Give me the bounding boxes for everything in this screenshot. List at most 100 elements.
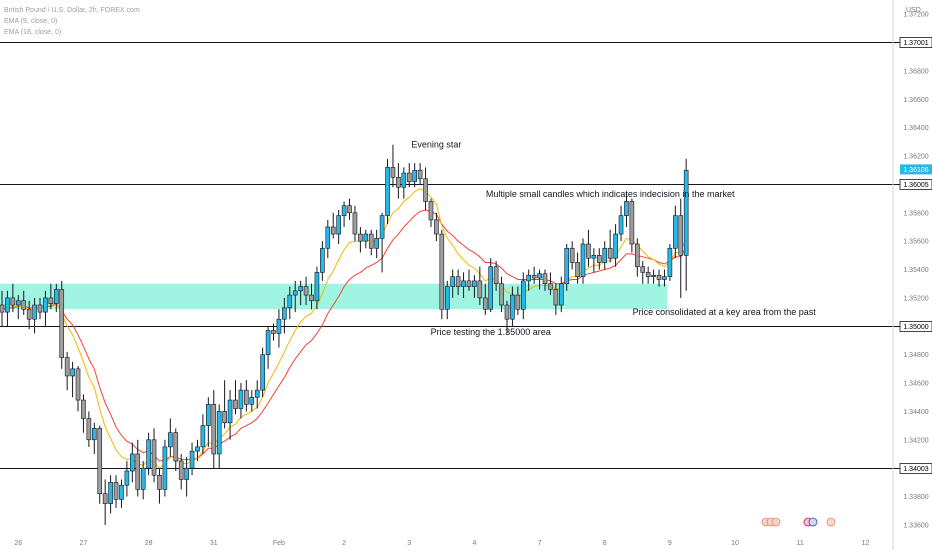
candle[interactable] bbox=[10, 283, 16, 313]
candle[interactable] bbox=[569, 241, 575, 270]
candle[interactable] bbox=[385, 158, 390, 225]
candle[interactable] bbox=[368, 229, 374, 256]
candle[interactable] bbox=[287, 286, 293, 320]
candle[interactable] bbox=[130, 442, 135, 483]
candle[interactable] bbox=[613, 224, 618, 267]
candle[interactable] bbox=[233, 380, 238, 415]
candle[interactable] bbox=[379, 212, 385, 273]
candle[interactable] bbox=[624, 191, 629, 227]
candle[interactable] bbox=[607, 229, 613, 263]
candle[interactable] bbox=[216, 404, 222, 469]
candle[interactable] bbox=[564, 244, 570, 291]
candle[interactable] bbox=[64, 351, 70, 391]
support-zone[interactable] bbox=[0, 283, 668, 310]
candle[interactable] bbox=[537, 269, 542, 290]
candle[interactable] bbox=[477, 266, 483, 306]
candle[interactable] bbox=[542, 269, 548, 291]
candle[interactable] bbox=[336, 209, 341, 245]
candle[interactable] bbox=[59, 280, 65, 369]
candle[interactable] bbox=[92, 422, 97, 454]
candle[interactable] bbox=[178, 453, 184, 490]
candle[interactable] bbox=[434, 212, 439, 242]
candle[interactable] bbox=[206, 397, 211, 447]
candle[interactable] bbox=[200, 414, 206, 454]
candle[interactable] bbox=[341, 201, 347, 227]
candle[interactable] bbox=[32, 297, 37, 334]
candle[interactable] bbox=[227, 390, 233, 440]
candle[interactable] bbox=[86, 411, 92, 447]
candle[interactable] bbox=[48, 283, 54, 310]
candle[interactable] bbox=[211, 390, 217, 469]
candle[interactable] bbox=[358, 226, 363, 253]
annotation-text[interactable]: Multiple small candles which indicates i… bbox=[486, 189, 735, 199]
candle[interactable] bbox=[472, 275, 477, 298]
candle[interactable] bbox=[602, 241, 608, 270]
candle[interactable] bbox=[499, 276, 504, 313]
candle[interactable] bbox=[352, 205, 358, 242]
candle[interactable] bbox=[15, 295, 21, 320]
candle[interactable] bbox=[678, 198, 684, 298]
candle[interactable] bbox=[515, 286, 521, 315]
candle[interactable] bbox=[662, 269, 667, 287]
candle[interactable] bbox=[396, 163, 401, 199]
candle[interactable] bbox=[265, 326, 271, 369]
candle[interactable] bbox=[629, 198, 635, 253]
candle[interactable] bbox=[591, 248, 597, 273]
candle[interactable] bbox=[444, 280, 450, 320]
candle[interactable] bbox=[298, 280, 303, 306]
candle[interactable] bbox=[651, 269, 656, 284]
candle[interactable] bbox=[635, 238, 640, 277]
ema-fast-label[interactable]: EMA (9, close, 0) bbox=[4, 18, 58, 25]
candle[interactable] bbox=[596, 248, 602, 270]
candle[interactable] bbox=[488, 258, 494, 313]
candle[interactable] bbox=[43, 290, 48, 327]
candle[interactable] bbox=[390, 144, 396, 188]
candle[interactable] bbox=[260, 347, 265, 398]
candle[interactable] bbox=[450, 269, 455, 298]
candle[interactable] bbox=[553, 283, 559, 315]
ema-slow-label[interactable]: EMA (18, close, 0) bbox=[4, 29, 62, 36]
candle[interactable] bbox=[189, 442, 195, 476]
ema-18-line[interactable] bbox=[1, 209, 687, 462]
candle[interactable] bbox=[347, 198, 352, 220]
candle[interactable] bbox=[417, 163, 423, 185]
candle[interactable] bbox=[428, 198, 434, 227]
candle[interactable] bbox=[531, 266, 537, 284]
event-markers[interactable] bbox=[761, 517, 836, 527]
candle[interactable] bbox=[282, 297, 287, 334]
candle[interactable] bbox=[119, 479, 124, 508]
annotation-text[interactable]: Price testing the 1.35000 area bbox=[431, 327, 551, 337]
candle[interactable] bbox=[97, 425, 103, 504]
candle[interactable] bbox=[586, 229, 591, 267]
candle[interactable] bbox=[0, 290, 5, 327]
candle[interactable] bbox=[238, 383, 244, 419]
candle[interactable] bbox=[168, 418, 173, 457]
candle[interactable] bbox=[195, 439, 200, 462]
candle[interactable] bbox=[184, 456, 189, 497]
candle[interactable] bbox=[455, 269, 461, 296]
candle[interactable] bbox=[493, 261, 499, 291]
candle[interactable] bbox=[222, 380, 227, 429]
candle[interactable] bbox=[102, 479, 108, 525]
candle[interactable] bbox=[292, 280, 298, 313]
candle[interactable] bbox=[108, 475, 113, 514]
candle[interactable] bbox=[330, 212, 336, 239]
candle[interactable] bbox=[157, 468, 162, 504]
candle[interactable] bbox=[309, 283, 314, 310]
candle[interactable] bbox=[645, 266, 651, 284]
candle[interactable] bbox=[75, 366, 81, 412]
candle[interactable] bbox=[276, 309, 282, 348]
candle[interactable] bbox=[53, 283, 59, 313]
candle[interactable] bbox=[249, 390, 255, 412]
candle[interactable] bbox=[510, 286, 515, 327]
candle[interactable] bbox=[575, 252, 580, 284]
candle[interactable] bbox=[21, 290, 27, 315]
ema-9-line[interactable] bbox=[1, 188, 687, 469]
candle[interactable] bbox=[466, 269, 472, 291]
candle[interactable] bbox=[461, 272, 466, 298]
candle[interactable] bbox=[26, 300, 32, 330]
candle[interactable] bbox=[548, 272, 553, 296]
candle[interactable] bbox=[244, 380, 249, 412]
candle[interactable] bbox=[271, 323, 276, 341]
candle[interactable] bbox=[374, 229, 379, 259]
